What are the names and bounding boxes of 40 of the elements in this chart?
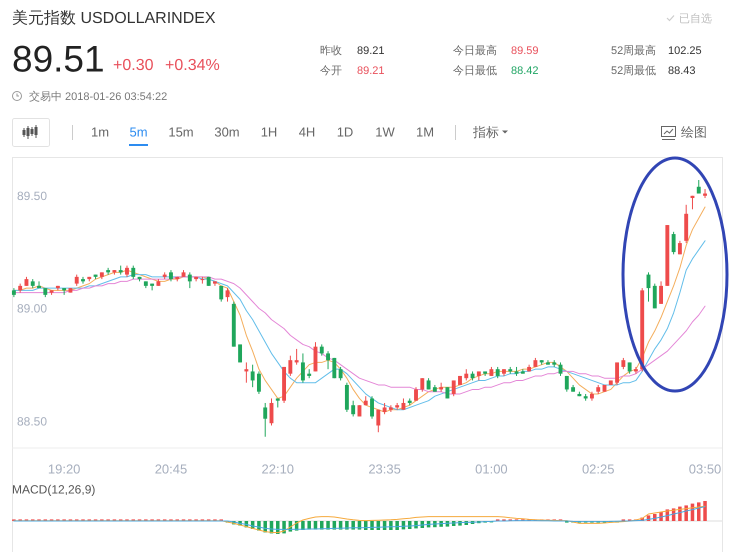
text: 美元指数 USDOLLARINDEX (12, 8, 216, 27)
text: 89.51 (12, 38, 105, 80)
x-tick-label: 19:20 (48, 462, 80, 477)
data-label: 88.42 (511, 64, 539, 77)
text: +0.34% (165, 56, 220, 74)
text: 绘图 (681, 124, 707, 140)
category-label: 52周最低 (611, 64, 656, 77)
text: 1M (416, 124, 434, 140)
text: 已自选 (679, 12, 712, 25)
x-tick-label: 23:35 (368, 462, 401, 477)
data-label: 102.25 (668, 44, 702, 57)
text: 指标 (472, 124, 499, 140)
data-label: 88.43 (668, 64, 696, 77)
x-tick-label: 01:00 (475, 462, 508, 477)
text: 1H (260, 124, 278, 140)
category-label: 今日最低 (453, 64, 497, 77)
text: 1W (375, 124, 396, 140)
text: 15m (168, 124, 194, 140)
y-tick-label: 88.50 (17, 414, 48, 428)
chart-title: MACD(12,26,9) (12, 482, 96, 496)
x-tick-label: 22:10 (262, 462, 294, 477)
category-label: 昨收 (320, 44, 342, 57)
y-tick-label: 89.00 (17, 302, 48, 316)
x-tick-label: 02:25 (582, 462, 614, 477)
y-tick-label: 89.50 (17, 189, 48, 204)
text: 4H (298, 124, 316, 140)
x-tick-label: 20:45 (154, 462, 188, 477)
text: 1D (336, 124, 354, 140)
category-label: 52周最高 (611, 44, 656, 57)
category-label: 今开 (320, 64, 342, 77)
text: 交易中 2018-01-26 03:54:22 (29, 90, 168, 103)
text: 1m (90, 124, 110, 140)
data-label: 89.21 (357, 44, 385, 57)
category-label: 今日最高 (453, 44, 497, 57)
data-label: 89.59 (511, 44, 539, 57)
x-tick-label: 03:50 (688, 462, 722, 477)
text: +0.30 (113, 56, 154, 74)
text: 5m (129, 124, 148, 140)
data-label: 89.21 (357, 64, 385, 77)
text: 30m (214, 124, 240, 140)
